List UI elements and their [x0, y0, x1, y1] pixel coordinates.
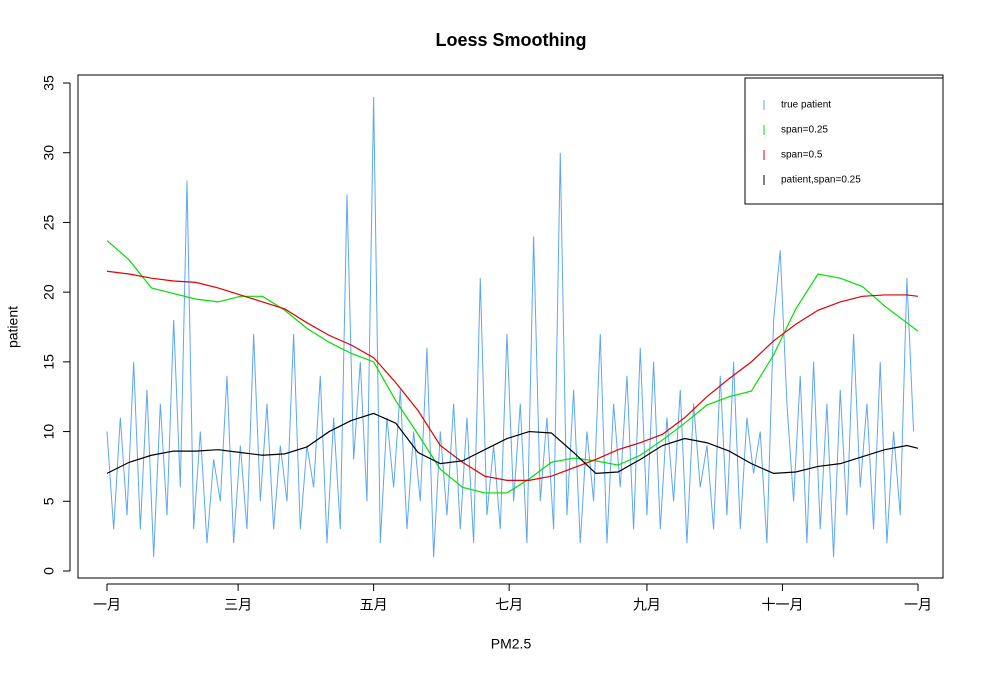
x-tick-label: 五月 [360, 597, 388, 613]
y-tick-label: 0 [41, 567, 57, 575]
y-tick-label: 25 [41, 214, 57, 230]
y-tick-label: 15 [41, 354, 57, 370]
x-tick-label: 十一月 [761, 597, 803, 613]
chart-title: Loess Smoothing [435, 30, 586, 50]
y-tick-label: 35 [41, 75, 57, 91]
y-tick-label: 30 [41, 145, 57, 161]
legend-label: span=0.25 [781, 125, 828, 136]
y-axis-label: patient [5, 306, 21, 348]
legend-label: true patient [781, 100, 831, 111]
plot-frame [77, 74, 944, 579]
y-tick-label: 20 [41, 284, 57, 300]
series-line [106, 270, 919, 481]
legend-box [744, 77, 944, 205]
x-tick-label: 三月 [224, 597, 252, 613]
x-tick-label: 九月 [633, 597, 661, 613]
y-tick-label: 5 [41, 497, 57, 505]
x-tick-label: 七月 [495, 597, 523, 613]
x-tick-label: 一月 [93, 597, 121, 613]
y-tick-label: 10 [41, 424, 57, 440]
legend-label: patient,span=0.25 [781, 175, 861, 186]
legend-label: span=0.5 [781, 150, 823, 161]
x-axis-label: PM2.5 [491, 636, 532, 652]
series-line [106, 412, 919, 475]
series-line [106, 96, 915, 558]
x-tick-label: 一月 [904, 597, 932, 613]
